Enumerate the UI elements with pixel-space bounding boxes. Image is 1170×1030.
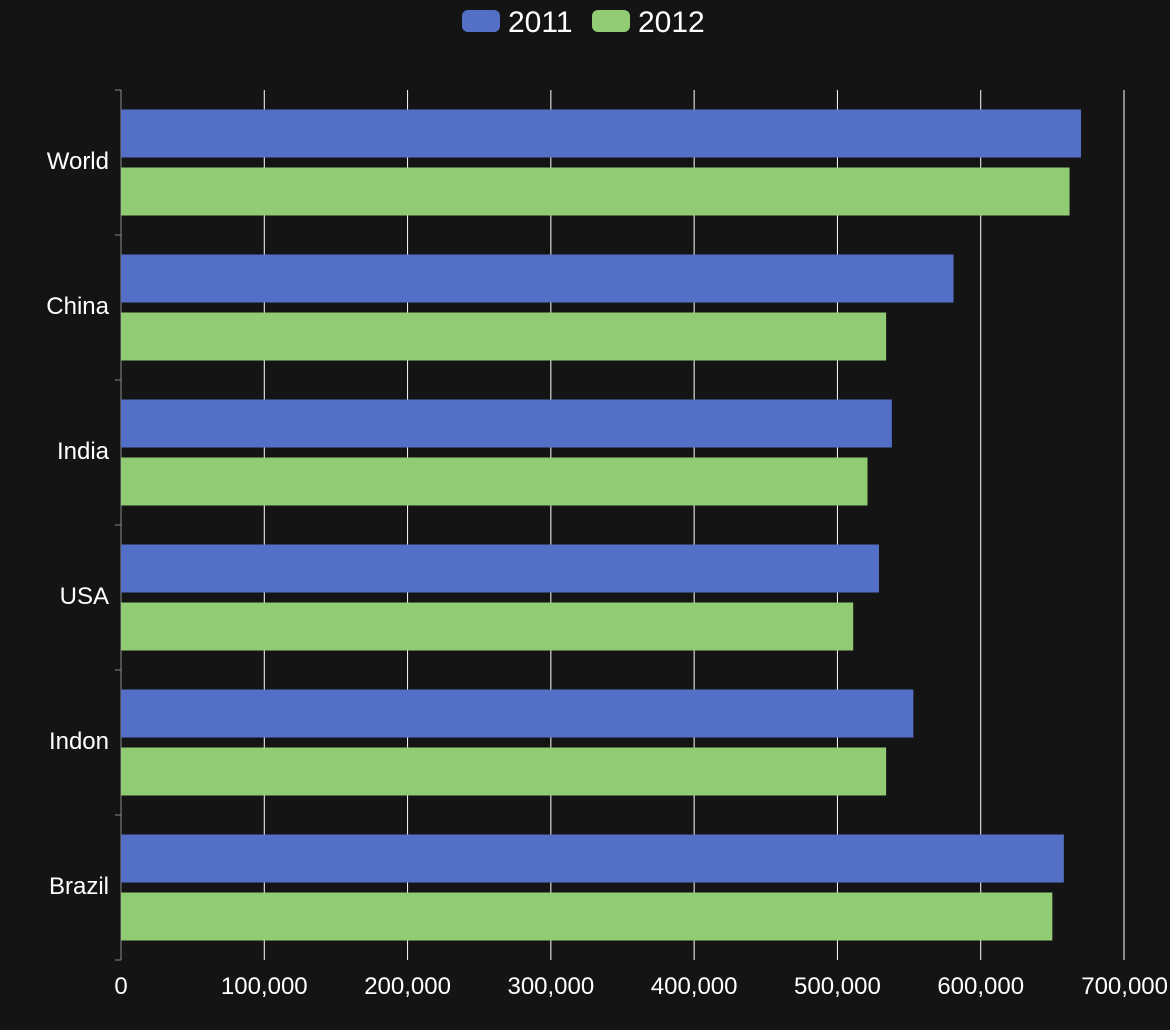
category-label: Brazil <box>49 873 109 900</box>
bar-india-2012[interactable] <box>121 457 868 506</box>
x-tick-label: 400,000 <box>651 973 738 1000</box>
category-label: USA <box>60 583 109 610</box>
bar-usa-2011[interactable] <box>121 544 879 593</box>
legend-label: 2012 <box>638 6 705 39</box>
bar-indon-2011[interactable] <box>121 689 914 738</box>
bar-india-2011[interactable] <box>121 399 892 448</box>
bar-indon-2012[interactable] <box>121 747 887 796</box>
category-label: Indon <box>49 728 109 755</box>
x-tick-label: 200,000 <box>364 973 451 1000</box>
legend-item-2012[interactable]: 2012 <box>592 6 705 39</box>
x-tick-labels: 0 100,000 200,000 300,000 400,000 500,000 600,… <box>114 973 1168 1000</box>
category-label: World <box>47 148 109 175</box>
x-tick-label: 600,000 <box>937 973 1024 1000</box>
bar-brazil-2011[interactable] <box>121 834 1064 883</box>
legend-label: 2011 <box>508 6 573 39</box>
x-tick-label: 300,000 <box>507 973 594 1000</box>
bar-usa-2012[interactable] <box>121 602 854 651</box>
gridlines <box>263 90 1125 960</box>
category-labels: World China India USA Indon Brazil <box>46 148 109 900</box>
legend[interactable]: 2011 2012 <box>462 6 705 39</box>
bar-world-2011[interactable] <box>121 109 1082 158</box>
legend-swatch <box>592 10 630 32</box>
bar-brazil-2012[interactable] <box>121 892 1053 941</box>
legend-item-2011[interactable]: 2011 <box>462 6 573 39</box>
bar-world-2012[interactable] <box>121 167 1070 216</box>
category-label: China <box>46 293 109 320</box>
x-tick-label: 0 <box>114 973 127 1000</box>
legend-swatch <box>462 10 500 32</box>
bar-china-2011[interactable] <box>121 254 954 303</box>
x-tick-label: 700,000 <box>1081 973 1168 1000</box>
category-label: India <box>57 438 110 465</box>
bar-series <box>121 109 1082 941</box>
y-axis <box>115 89 122 961</box>
bar-china-2012[interactable] <box>121 312 887 361</box>
x-tick-label: 100,000 <box>221 973 308 1000</box>
x-tick-label: 500,000 <box>794 973 881 1000</box>
